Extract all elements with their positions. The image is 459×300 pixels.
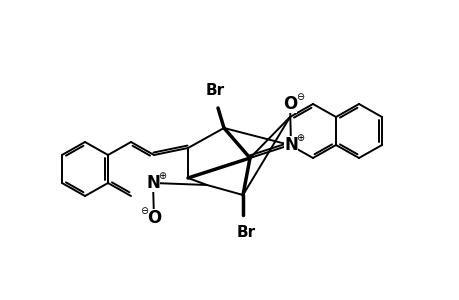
Text: Br: Br [236,225,255,240]
Text: O: O [282,95,297,113]
Text: ⊖: ⊖ [295,92,303,102]
Text: N: N [146,174,160,192]
Text: ⊕: ⊕ [295,133,303,143]
Text: Br: Br [205,83,224,98]
Text: ⊕: ⊕ [157,171,166,181]
Text: O: O [146,209,161,227]
Text: N: N [284,136,297,154]
Text: ⊖: ⊖ [140,206,148,216]
